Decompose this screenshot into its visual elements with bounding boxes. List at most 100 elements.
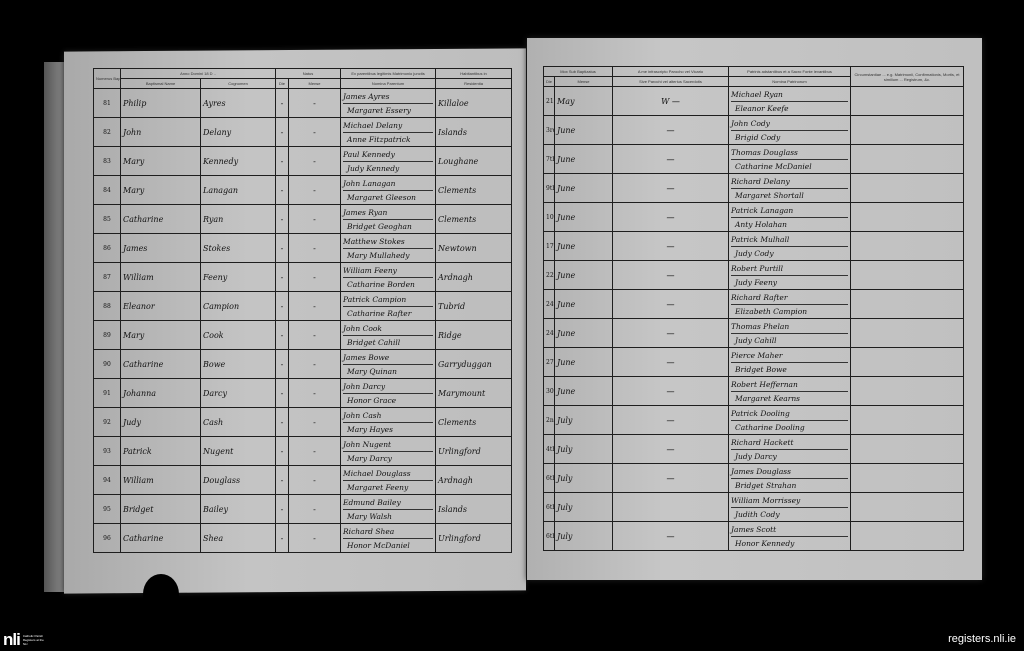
sponsors: Patrick Mulhall Judy Cody bbox=[728, 231, 852, 261]
entry-number: 85 bbox=[93, 204, 121, 234]
sponsors: James Douglass Bridget Strahan bbox=[728, 463, 852, 493]
minister: — bbox=[612, 376, 730, 406]
table-row: 87 William Feeny - - William Feeny Catharine B… bbox=[93, 262, 513, 292]
second-name: Catharine Borden bbox=[347, 279, 415, 289]
baptism-month: June bbox=[553, 115, 614, 145]
baptism-month: June bbox=[553, 202, 614, 232]
residence: Clements bbox=[435, 204, 513, 234]
parents: John Darcy Honor Grace bbox=[340, 378, 437, 408]
parents: Michael Delany Anne Fitzpatrick bbox=[340, 117, 437, 147]
header-notes: Circumstantiae ... e.g. Matrimonii, Conf… bbox=[850, 66, 965, 87]
table-row: 90 Catharine Bowe - - James Bowe Mary Quinan Ga… bbox=[93, 349, 513, 379]
table-row: 89 Mary Cook - - John Cook Bridget Cahill Ridge bbox=[93, 320, 513, 350]
birth-day: - bbox=[275, 320, 290, 350]
baptism-day: 10th bbox=[543, 202, 555, 232]
header-die: Die bbox=[275, 78, 290, 89]
surname: Ryan bbox=[199, 204, 277, 234]
surname: Lanagan bbox=[199, 175, 277, 205]
table-row: 82 John Delany - - Michael Delany Anne Fitzpat… bbox=[93, 117, 513, 147]
birth-day: - bbox=[275, 378, 290, 408]
second-name: Mary Quinan bbox=[347, 366, 397, 376]
entry-number: 96 bbox=[93, 523, 121, 553]
entry-number: 93 bbox=[93, 436, 121, 466]
birth-month: - bbox=[288, 233, 342, 263]
birth-day: - bbox=[275, 494, 290, 524]
baptismal-name: Mary bbox=[120, 175, 201, 205]
birth-day: - bbox=[275, 407, 290, 437]
minister: — bbox=[612, 202, 730, 232]
first-name: James Ryan bbox=[343, 206, 434, 220]
entry-number: 81 bbox=[93, 88, 121, 118]
residence: Ardnagh bbox=[435, 262, 513, 292]
table-row: 83 Mary Kennedy - - Paul Kennedy Judy Kennedy L… bbox=[93, 146, 513, 176]
sponsors: Thomas Douglass Catharine McDaniel bbox=[728, 144, 852, 174]
notes bbox=[850, 202, 965, 232]
parents: John Cash Mary Hayes bbox=[340, 407, 437, 437]
sponsors: Robert Purtill Judy Feeny bbox=[728, 260, 852, 290]
header-minister-sub: Sive Parochi vel alterius Sacerdotis bbox=[612, 76, 730, 87]
second-name: Mary Walsh bbox=[347, 511, 392, 521]
baptismal-name: Catharine bbox=[120, 204, 201, 234]
residence: Loughane bbox=[435, 146, 513, 176]
baptismal-name: Johanna bbox=[120, 378, 201, 408]
birth-month: - bbox=[288, 204, 342, 234]
residence: Ridge bbox=[435, 320, 513, 350]
site-url[interactable]: registers.nli.ie bbox=[948, 633, 1016, 645]
residence: Tubrid bbox=[435, 291, 513, 321]
residence: Clements bbox=[435, 407, 513, 437]
residence: Urlingford bbox=[435, 436, 513, 466]
baptismal-name: Patrick bbox=[120, 436, 201, 466]
baptism-month: June bbox=[553, 260, 614, 290]
birth-day: - bbox=[275, 117, 290, 147]
birth-month: - bbox=[288, 117, 342, 147]
notes bbox=[850, 347, 965, 377]
first-name: Paul Kennedy bbox=[343, 148, 434, 162]
entry-number: 90 bbox=[93, 349, 121, 379]
table-row: 91 Johanna Darcy - - John Darcy Honor Grace Mar… bbox=[93, 378, 513, 408]
minister: W — bbox=[612, 86, 730, 116]
minister: — bbox=[612, 521, 730, 551]
second-name: Honor McDaniel bbox=[347, 540, 410, 550]
sponsors: Patrick Lanagan Anty Holahan bbox=[728, 202, 852, 232]
parents: Edmund Bailey Mary Walsh bbox=[340, 494, 437, 524]
second-name: Margaret Shortall bbox=[735, 190, 804, 200]
baptismal-name: Bridget bbox=[120, 494, 201, 524]
entry-number: 92 bbox=[93, 407, 121, 437]
header-minister: A me infrascripto Parocho vel Vicario bbox=[612, 66, 730, 77]
second-name: Judy Cody bbox=[735, 248, 774, 258]
birth-day: - bbox=[275, 465, 290, 495]
header-parents: Ex parentibus legitimis Matrimonio junct… bbox=[340, 68, 437, 79]
surname: Ayres bbox=[199, 88, 277, 118]
residence: Clements bbox=[435, 175, 513, 205]
surname: Nugent bbox=[199, 436, 277, 466]
baptismal-name: Catharine bbox=[120, 349, 201, 379]
baptism-month: June bbox=[553, 173, 614, 203]
notes bbox=[850, 318, 965, 348]
parents: John Cook Bridget Cahill bbox=[340, 320, 437, 350]
second-name: Anty Holahan bbox=[735, 219, 787, 229]
minister: — bbox=[612, 231, 730, 261]
sponsors: Richard Hackett Judy Darcy bbox=[728, 434, 852, 464]
surname: Douglass bbox=[199, 465, 277, 495]
sponsors: William Morrissey Judith Cody bbox=[728, 492, 852, 522]
parents: William Feeny Catharine Borden bbox=[340, 262, 437, 292]
birth-month: - bbox=[288, 146, 342, 176]
baptismal-name: William bbox=[120, 262, 201, 292]
entry-number: 95 bbox=[93, 494, 121, 524]
parents: Michael Douglass Margaret Feeny bbox=[340, 465, 437, 495]
baptism-month: June bbox=[553, 289, 614, 319]
first-name: James Scott bbox=[731, 523, 849, 537]
baptism-register-right: Mox Sub Baptizatus A me infrascripto Par… bbox=[542, 66, 965, 551]
sponsors: Thomas Phelan Judy Cahill bbox=[728, 318, 852, 348]
parents: Matthew Stokes Mary Mullahedy bbox=[340, 233, 437, 263]
